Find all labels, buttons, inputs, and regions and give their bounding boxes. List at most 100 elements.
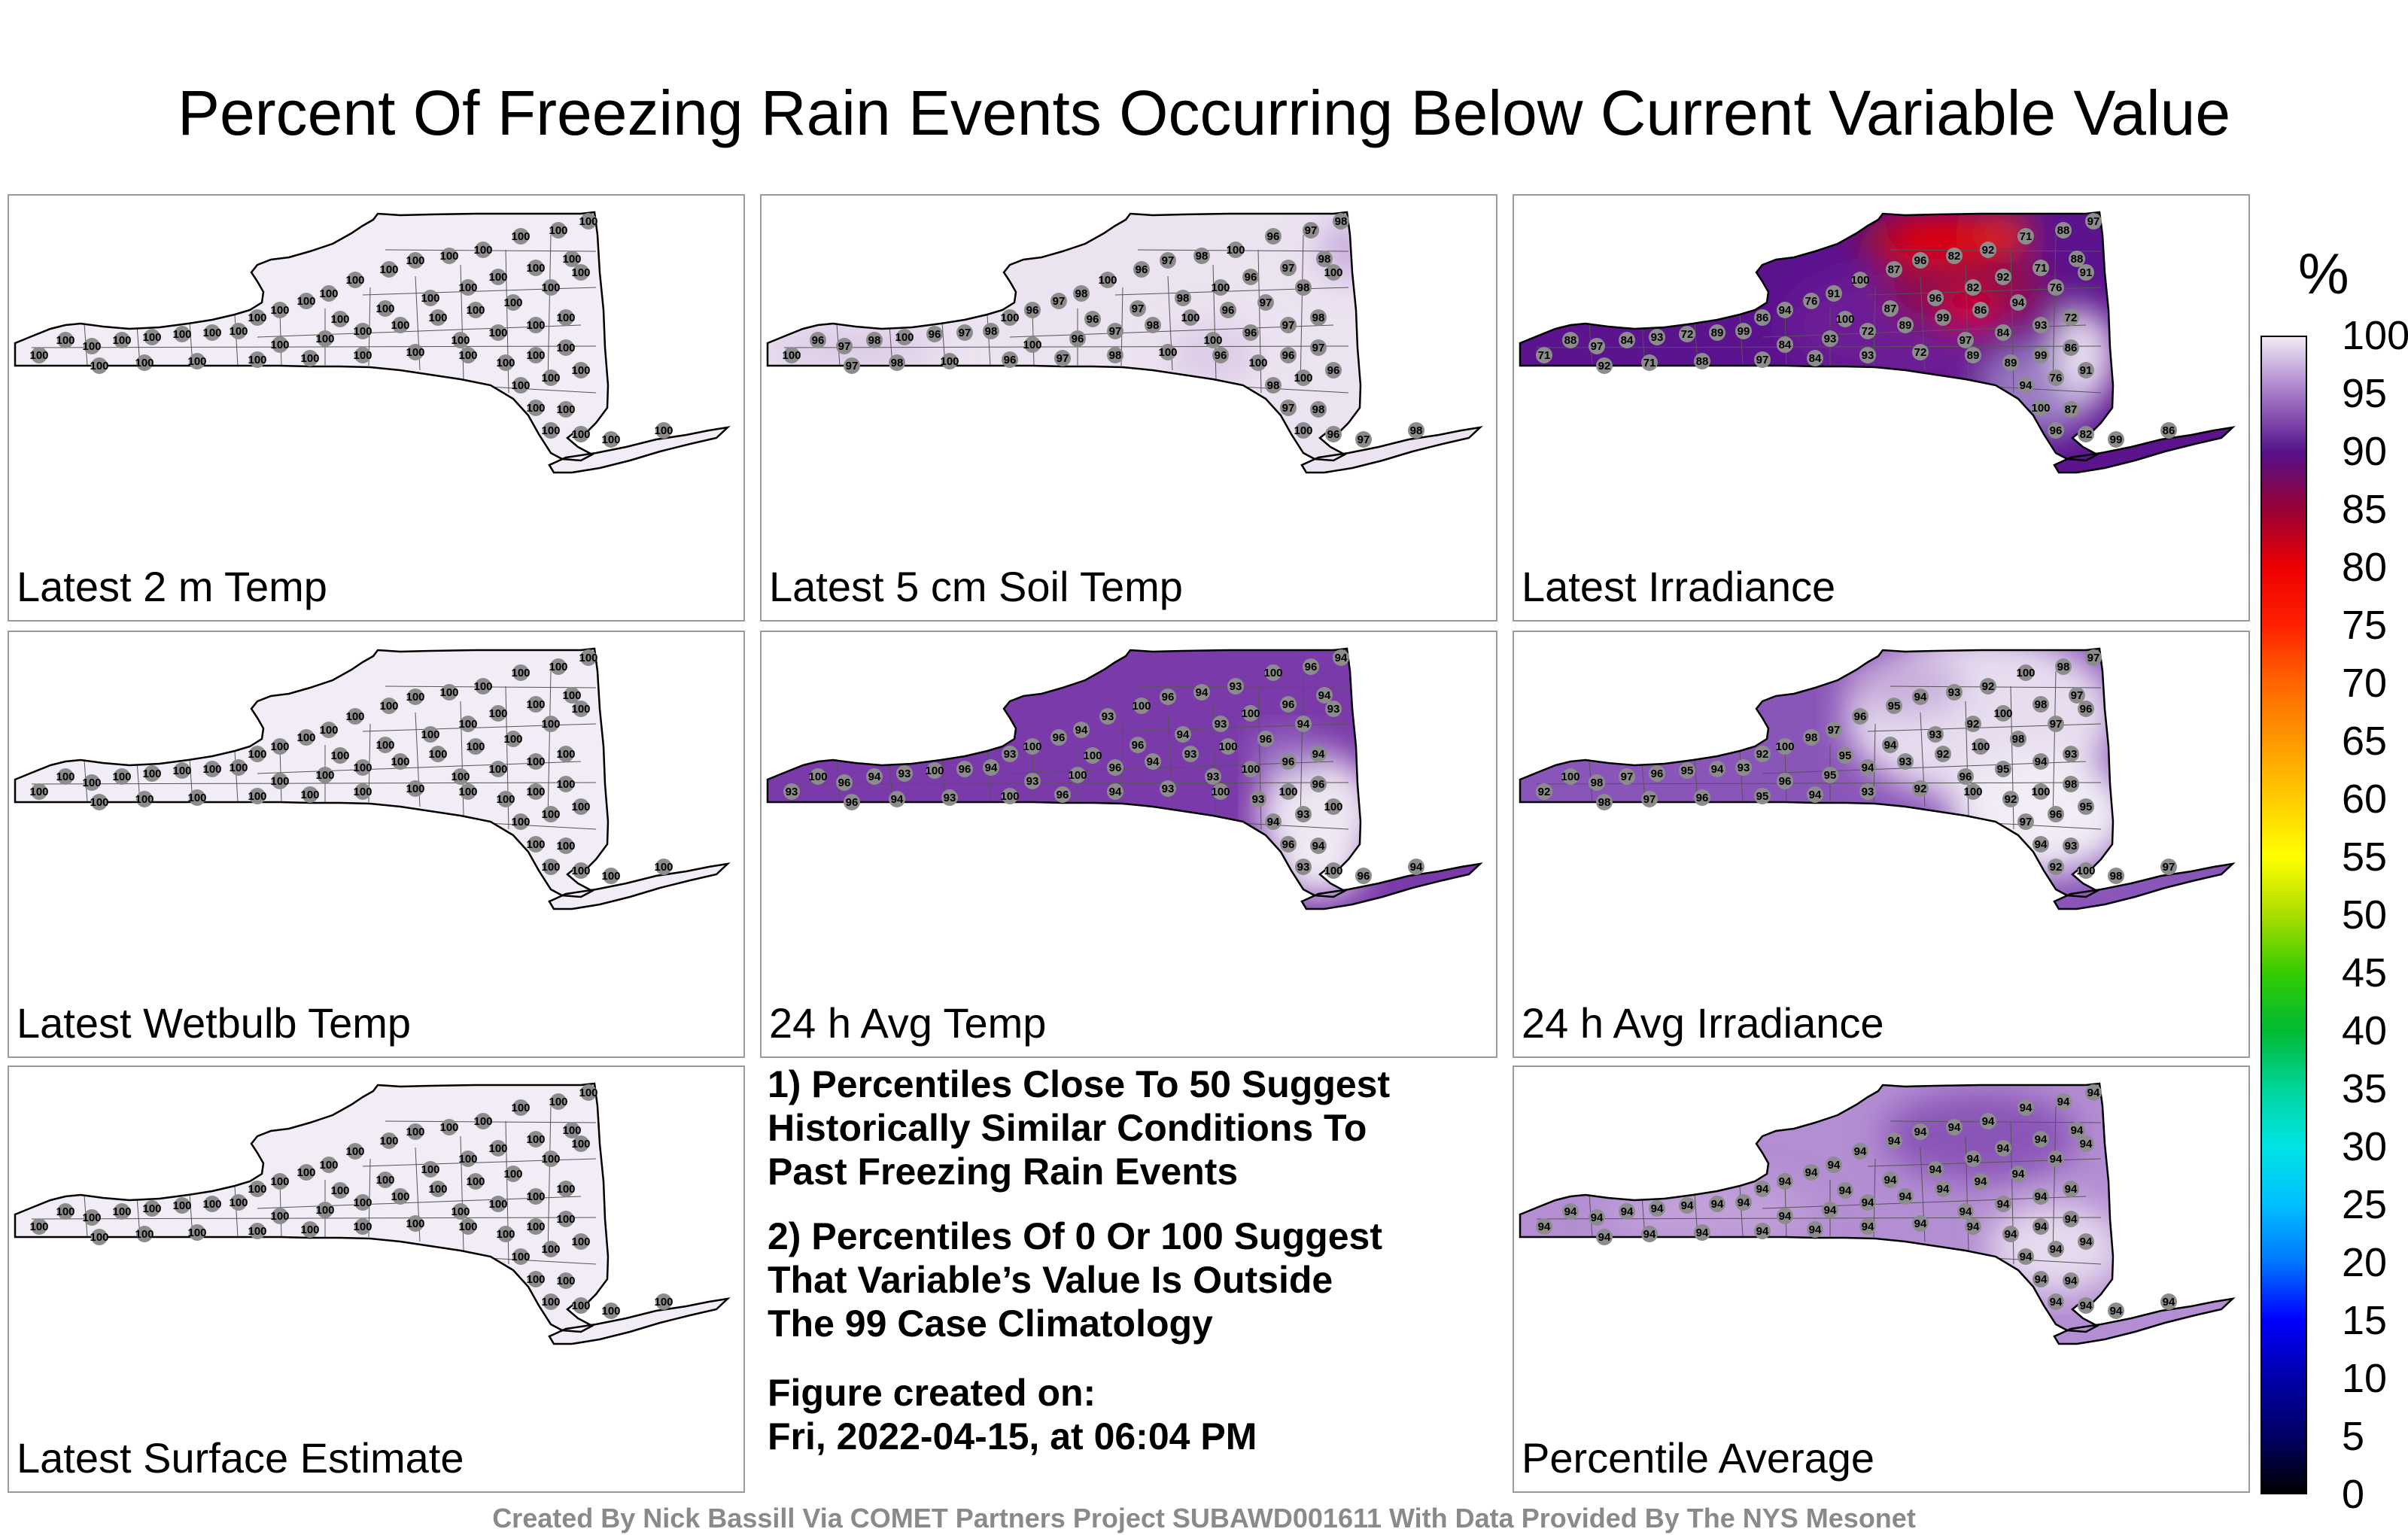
station-value: 100 <box>458 786 477 798</box>
station-value: 100 <box>579 1087 597 1099</box>
station-marker: 100 <box>248 746 267 762</box>
station-value: 96 <box>1696 792 1709 804</box>
station-marker: 97 <box>2085 649 2102 666</box>
colorbar-unit: % <box>2298 242 2349 306</box>
station-marker: 100 <box>270 302 290 318</box>
station-marker: 100 <box>526 317 546 333</box>
station-value: 94 <box>2020 1251 2033 1263</box>
station-value: 100 <box>406 1217 424 1230</box>
station-marker: 100 <box>142 1200 162 1217</box>
station-marker: 100 <box>1158 344 1178 360</box>
station-marker: 100 <box>473 678 493 695</box>
station-value: 100 <box>895 331 914 344</box>
station-value: 94 <box>2057 1096 2070 1108</box>
station-marker: 97 <box>1257 294 1274 311</box>
station-marker: 94 <box>1777 1173 1793 1190</box>
station-value: 94 <box>1862 1196 1874 1209</box>
station-value: 100 <box>1561 771 1579 783</box>
station-marker: 100 <box>526 1218 546 1235</box>
station-value: 89 <box>1899 319 1912 332</box>
station-value: 94 <box>2035 1133 2048 1146</box>
station-value: 94 <box>2012 296 2025 309</box>
station-value: 100 <box>1324 266 1342 279</box>
station-marker: 97 <box>1641 791 1658 807</box>
station-marker: 100 <box>526 836 546 853</box>
station-value: 96 <box>1057 789 1069 801</box>
station-marker: 97 <box>836 338 853 354</box>
station-marker: 100 <box>439 684 459 701</box>
panel-label: Latest Surface Estimate <box>17 1434 464 1482</box>
station-value: 97 <box>1260 296 1272 309</box>
station-marker: 89 <box>2002 354 2019 371</box>
station-value: 97 <box>1282 402 1295 415</box>
station-marker: 96 <box>1130 737 1146 753</box>
station-marker: 94 <box>2033 836 2049 853</box>
station-marker: 72 <box>2063 309 2079 326</box>
station-value: 100 <box>511 230 530 243</box>
station-marker: 100 <box>549 222 568 239</box>
station-value: 94 <box>2020 1102 2033 1114</box>
station-value: 82 <box>2080 428 2093 441</box>
station-value: 96 <box>1651 768 1664 780</box>
station-value: 84 <box>1809 352 1822 365</box>
colorbar-tick-label: 100 <box>2342 313 2408 358</box>
station-value: 94 <box>1779 1175 1792 1188</box>
station-marker: 71 <box>2033 260 2049 276</box>
station-value: 94 <box>1756 1183 1769 1196</box>
station-value: 96 <box>1282 838 1295 851</box>
station-value: 93 <box>1297 861 1310 874</box>
station-marker: 84 <box>1777 336 1793 353</box>
station-value: 99 <box>1738 325 1750 338</box>
station-value: 94 <box>1862 1220 1874 1233</box>
station-marker: 96 <box>1050 729 1067 746</box>
station-marker: 88 <box>2055 222 2072 239</box>
station-marker: 94 <box>1852 1143 1868 1160</box>
station-value: 95 <box>2080 801 2093 813</box>
station-marker: 100 <box>496 354 515 371</box>
station-marker: 98 <box>1073 285 1090 302</box>
panel-latest-wetbulb-temp: 100 100 100 100 100 100 100 100 100 100 100 100 100 1… <box>8 631 745 1058</box>
station-marker: 95 <box>2078 798 2094 815</box>
panel-label: 24 h Avg Temp <box>769 999 1047 1047</box>
station-marker: 86 <box>2160 422 2177 439</box>
station-value: 94 <box>1147 755 1160 768</box>
station-marker: 98 <box>2033 696 2049 713</box>
station-value: 100 <box>571 364 590 377</box>
station-marker: 93 <box>1649 329 1665 345</box>
station-value: 93 <box>944 792 956 804</box>
station-value: 100 <box>428 748 447 761</box>
station-marker: 76 <box>2048 369 2064 386</box>
station-marker: 100 <box>579 1084 598 1101</box>
station-marker: 100 <box>473 242 493 258</box>
station-value: 98 <box>1267 379 1280 392</box>
station-marker: 96 <box>1325 362 1342 378</box>
station-marker: 84 <box>1619 332 1635 348</box>
station-value: 92 <box>1937 748 1950 761</box>
station-value: 100 <box>428 312 447 324</box>
station-value: 93 <box>2035 319 2048 332</box>
station-marker: 96 <box>2078 701 2094 717</box>
station-value: 96 <box>1854 710 1867 723</box>
station-marker: 94 <box>2063 1211 2079 1227</box>
station-value: 98 <box>1335 215 1348 228</box>
station-value: 97 <box>1960 334 1972 347</box>
station-marker: 94 <box>1619 1203 1635 1220</box>
station-marker: 99 <box>1935 309 1951 326</box>
station-marker: 98 <box>866 332 883 348</box>
station-marker: 100 <box>556 401 576 418</box>
station-value: 100 <box>556 748 575 761</box>
station-value: 96 <box>1053 731 1066 744</box>
station-value: 100 <box>511 379 530 392</box>
panel-24h-avg-irradiance: 92 100 98 97 96 95 94 93 92 100 98 97 96 95 94 93 92 100 9… <box>1513 631 2250 1058</box>
station-marker: 96 <box>1280 696 1297 713</box>
station-marker: 94 <box>1641 1226 1658 1242</box>
station-value: 100 <box>428 1183 447 1196</box>
station-marker: 98 <box>1295 279 1312 296</box>
station-value: 97 <box>2163 861 2175 874</box>
station-marker: 96 <box>1927 290 1944 306</box>
state-outline <box>548 426 731 474</box>
colorbar-tick-label: 5 <box>2342 1414 2365 1459</box>
station-marker: 96 <box>1355 868 1372 884</box>
station-marker: 100 <box>571 426 591 442</box>
